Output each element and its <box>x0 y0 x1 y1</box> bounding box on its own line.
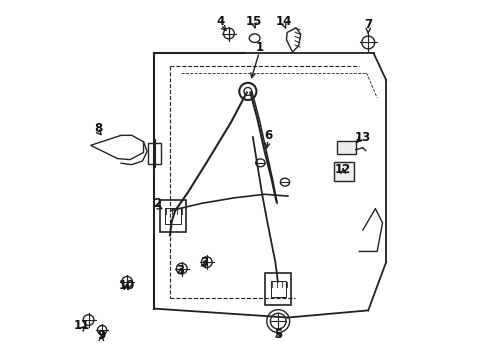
Circle shape <box>122 276 132 287</box>
Text: 4: 4 <box>217 14 225 27</box>
Circle shape <box>176 263 187 274</box>
Text: 5: 5 <box>274 328 282 341</box>
Text: 3: 3 <box>176 264 184 276</box>
Bar <box>334 162 354 181</box>
Bar <box>165 208 180 224</box>
Circle shape <box>223 28 234 39</box>
Circle shape <box>201 257 212 267</box>
Bar <box>337 141 356 154</box>
Text: 6: 6 <box>264 129 272 142</box>
Circle shape <box>83 315 94 325</box>
Bar <box>266 273 291 305</box>
Circle shape <box>270 313 286 329</box>
Text: 10: 10 <box>118 279 135 292</box>
Text: 11: 11 <box>74 319 90 332</box>
Circle shape <box>239 83 256 100</box>
Bar <box>148 143 161 164</box>
Polygon shape <box>91 135 144 159</box>
Circle shape <box>362 36 375 49</box>
Text: 15: 15 <box>246 14 263 27</box>
Circle shape <box>98 325 107 335</box>
Text: 12: 12 <box>335 163 351 176</box>
Ellipse shape <box>249 34 260 42</box>
Text: 3: 3 <box>200 256 208 269</box>
Polygon shape <box>287 28 301 52</box>
Text: 1: 1 <box>255 41 263 54</box>
Bar <box>270 281 286 297</box>
Text: 14: 14 <box>276 14 293 27</box>
Ellipse shape <box>256 159 265 167</box>
Text: 2: 2 <box>153 197 162 210</box>
Text: 7: 7 <box>364 18 372 31</box>
Ellipse shape <box>280 178 290 186</box>
Bar <box>160 200 186 232</box>
Text: 8: 8 <box>95 122 103 135</box>
Text: 13: 13 <box>355 131 371 144</box>
Text: 9: 9 <box>98 329 105 342</box>
